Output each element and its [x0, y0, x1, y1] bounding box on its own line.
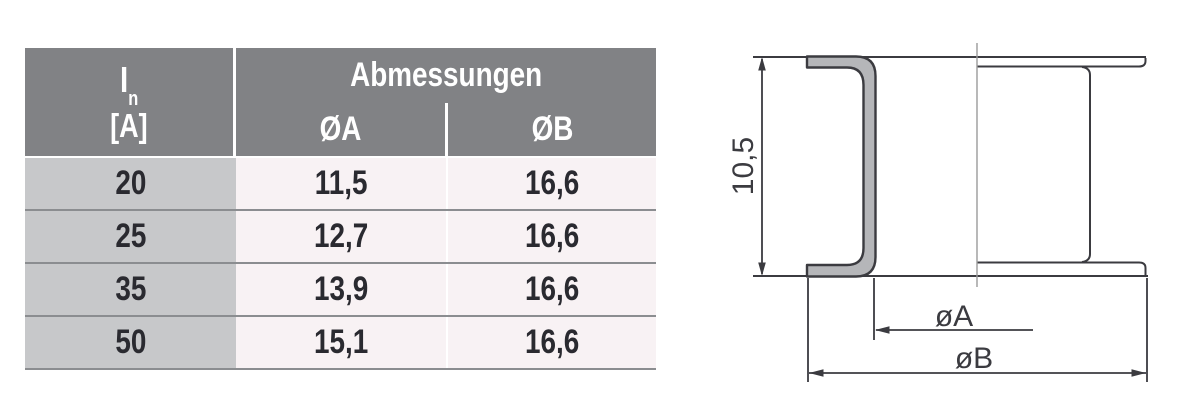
dia-a-dimension: [873, 278, 1033, 340]
cap-section-profile: [805, 55, 877, 278]
right-wall-line: [1081, 66, 1091, 263]
arrow-left-icon: [809, 369, 824, 377]
cap-dimension-drawing: 10,5 øA øB: [727, 43, 1148, 382]
cell-rated-current: 25: [25, 211, 236, 262]
rated-current-unit: [A]: [110, 106, 148, 144]
dia-b-dimension: [807, 278, 1148, 382]
cell-dia-a: 11,5: [236, 158, 448, 209]
header-group-dimensions: Abmessungen ØA ØB: [236, 48, 656, 156]
cell-dia-a: 15,1: [236, 317, 448, 368]
cell-rated-current: 50: [25, 317, 236, 368]
arrow-down-icon: [758, 262, 766, 276]
bottom-flange-right: [977, 261, 1147, 275]
rated-current-symbol: In: [119, 59, 139, 110]
header-cell-dia-a: ØA: [236, 103, 448, 156]
cell-dia-b: 16,6: [448, 211, 656, 262]
arrow-right-icon: [1131, 369, 1146, 377]
cell-dia-b: 16,6: [448, 317, 656, 368]
cell-rated-current: 20: [25, 158, 236, 209]
table-body: 20 11,5 16,6 25 12,7 16,6 35 13,9 16,6 5…: [25, 158, 656, 370]
table-row: 20 11,5 16,6: [25, 158, 656, 211]
cell-dia-a: 13,9: [236, 264, 448, 315]
header-group-title: Abmessungen: [349, 56, 543, 94]
header-cell-dia-b: ØB: [531, 110, 573, 148]
header-subrow: ØA ØB: [236, 103, 656, 156]
header-cell-rated-current: In [A]: [25, 48, 236, 156]
table-row: 50 15,1 16,6: [25, 317, 656, 370]
dia-a-label: øA: [935, 300, 973, 333]
table-row: 35 13,9 16,6: [25, 264, 656, 317]
height-dimension-label: 10,5: [727, 137, 760, 195]
dia-b-label: øB: [955, 342, 993, 375]
cell-dia-a: 12,7: [236, 211, 448, 262]
cell-dia-b: 16,6: [448, 264, 656, 315]
arrow-up-icon: [758, 57, 766, 71]
dimensions-table: In [A] Abmessungen ØA ØB 20 11,5 16,6 25…: [25, 48, 656, 370]
table-header: In [A] Abmessungen ØA ØB: [25, 48, 656, 158]
cell-dia-b: 16,6: [448, 158, 656, 209]
arrow-left-icon: [875, 326, 890, 334]
cell-rated-current: 35: [25, 264, 236, 315]
cap-outline: [753, 56, 1148, 277]
table-row: 25 12,7 16,6: [25, 211, 656, 264]
top-flange-right: [977, 58, 1147, 68]
